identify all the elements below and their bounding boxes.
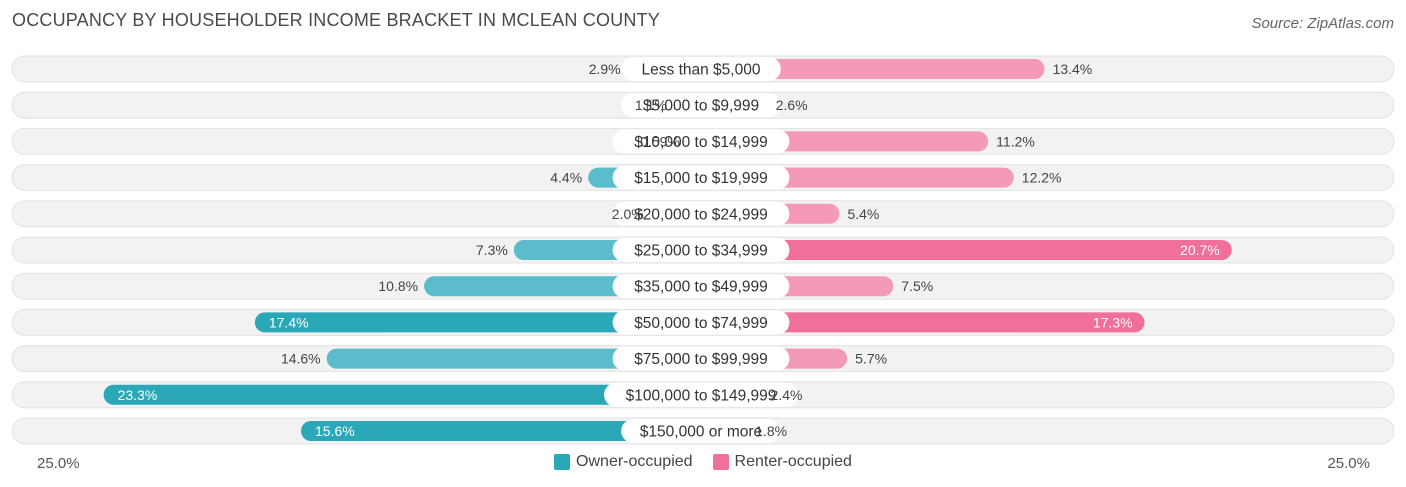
owner-value-label: 0.59% xyxy=(640,133,680,149)
renter-value-label: 5.7% xyxy=(855,351,887,367)
owner-value-label: 10.8% xyxy=(378,278,418,294)
category-label: $25,000 to $34,999 xyxy=(634,243,768,260)
category-label: Less than $5,000 xyxy=(642,62,761,79)
renter-value-label: 11.2% xyxy=(996,133,1035,149)
category-pill xyxy=(612,165,790,190)
legend-owner-swatch xyxy=(554,454,571,470)
category-pill xyxy=(612,201,790,226)
category-label: $35,000 to $49,999 xyxy=(634,279,768,296)
renter-value-label: 2.4% xyxy=(771,387,803,403)
renter-value-label: 1.8% xyxy=(755,423,787,439)
legend-renter-swatch xyxy=(712,454,729,470)
owner-value-label: 4.4% xyxy=(550,170,582,186)
owner-value-label: 2.0% xyxy=(612,206,644,222)
legend-renter: Renter-occupied xyxy=(712,453,852,471)
category-pill xyxy=(621,57,781,81)
owner-bar xyxy=(254,312,711,333)
category-pill xyxy=(612,129,790,154)
category-pill xyxy=(612,274,790,299)
renter-value-label: 20.7% xyxy=(1180,242,1220,258)
legend-owner: Owner-occupied xyxy=(554,453,693,471)
category-label: $15,000 to $19,999 xyxy=(634,170,768,187)
owner-value-label: 1.1% xyxy=(635,97,667,113)
owner-value-label: 15.6% xyxy=(315,423,355,439)
owner-bar xyxy=(103,384,711,405)
category-pill xyxy=(604,382,798,407)
category-label: $100,000 to $149,999 xyxy=(626,387,777,404)
owner-value-label: 7.3% xyxy=(476,242,508,258)
category-pill xyxy=(612,310,790,335)
renter-value-label: 2.6% xyxy=(776,97,808,113)
category-pill xyxy=(612,238,790,262)
renter-value-label: 7.5% xyxy=(901,278,933,294)
category-label: $50,000 to $74,999 xyxy=(634,315,768,332)
renter-bar xyxy=(691,312,1145,333)
renter-value-label: 17.3% xyxy=(1093,314,1133,330)
chart-title: OCCUPANCY BY HOUSEHOLDER INCOME BRACKET … xyxy=(12,10,660,30)
category-pill xyxy=(621,419,781,443)
renter-bar xyxy=(691,240,1232,260)
legend-owner-label: Owner-occupied xyxy=(576,453,693,470)
renter-value-label: 13.4% xyxy=(1053,61,1093,77)
category-label: $10,000 to $14,999 xyxy=(634,134,768,151)
axis-right-label: 25.0% xyxy=(1327,455,1370,472)
category-label: $20,000 to $24,999 xyxy=(634,206,768,223)
source-label: Source: ZipAtlas.com xyxy=(1251,15,1394,32)
owner-value-label: 2.9% xyxy=(589,61,621,77)
category-label: $5,000 to $9,999 xyxy=(643,98,759,115)
renter-value-label: 5.4% xyxy=(847,206,879,222)
legend: Owner-occupied Renter-occupied xyxy=(0,453,1406,471)
owner-value-label: 23.3% xyxy=(118,387,158,403)
renter-value-label: 12.2% xyxy=(1022,170,1062,186)
category-label: $75,000 to $99,999 xyxy=(634,351,768,368)
owner-bar xyxy=(301,421,711,441)
category-pill xyxy=(612,346,790,371)
category-pill xyxy=(621,93,781,118)
owner-value-label: 17.4% xyxy=(269,314,309,330)
legend-renter-label: Renter-occupied xyxy=(734,453,852,470)
chart: Less than $5,000 2.9% 13.4% $5,000 to $9,99… xyxy=(11,55,1395,445)
owner-value-label: 14.6% xyxy=(281,351,321,367)
axis-left-label: 25.0% xyxy=(37,455,80,472)
category-label: $150,000 or more xyxy=(640,424,762,441)
